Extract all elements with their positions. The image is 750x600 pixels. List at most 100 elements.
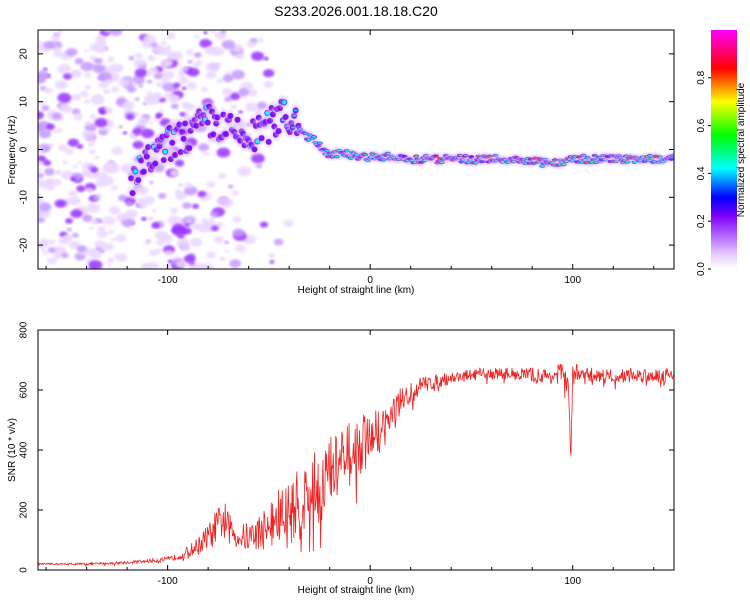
noise-blob [38, 74, 46, 84]
noise-blob [90, 167, 99, 173]
ridge-peak-red [479, 160, 486, 163]
noise-blob [185, 49, 194, 56]
noise-blob [169, 169, 180, 177]
noise-blob [107, 56, 115, 62]
noise-blob [95, 171, 108, 181]
noise-blob [147, 216, 154, 221]
noise-blob [85, 120, 91, 126]
noise-blob [92, 64, 105, 74]
noise-blob [131, 81, 138, 86]
noise-blob [186, 67, 200, 77]
noise-blob [177, 233, 185, 239]
noise-blob [65, 48, 78, 57]
noise-blob [216, 221, 224, 227]
noise-blob [166, 240, 171, 244]
colorbar-tick-label: 0.4 [696, 166, 707, 180]
noise-blob [186, 82, 197, 90]
noise-blob [222, 74, 234, 83]
noise-blob [176, 238, 190, 248]
ridge-core [204, 119, 211, 126]
noise-blob [86, 203, 100, 213]
ridge-core [145, 144, 152, 151]
noise-blob [235, 244, 246, 253]
noise-blob [156, 81, 165, 88]
noise-blob [173, 82, 181, 88]
noise-blob [103, 243, 115, 251]
ridge-peak [311, 135, 317, 138]
ridge-peak [670, 154, 674, 157]
noise-blob [216, 147, 231, 158]
noise-blob [62, 73, 72, 80]
noise-blob [231, 190, 239, 196]
noise-blob [133, 58, 147, 69]
noise-blob [167, 259, 173, 264]
noise-blob [144, 95, 153, 102]
noise-blob [149, 180, 154, 184]
y-tick-label: 0 [19, 567, 30, 573]
noise-blob [115, 234, 127, 243]
noise-blob [121, 217, 135, 228]
noise-blob [177, 182, 184, 187]
noise-blob [159, 46, 172, 56]
y-tick-label: -10 [19, 190, 30, 205]
noise-blob [66, 227, 72, 232]
noise-blob [38, 101, 45, 106]
noise-blob [202, 151, 210, 156]
noise-blob [191, 223, 201, 230]
noise-blob [193, 52, 202, 58]
noise-blob [183, 66, 189, 72]
noise-blob [51, 34, 60, 41]
ridge-core [227, 112, 234, 119]
noise-blob [221, 88, 233, 96]
noise-blob [186, 218, 192, 223]
ridge-peak-green [363, 153, 367, 156]
ridge-core [282, 113, 289, 120]
noise-blob [38, 123, 47, 133]
noise-blob [211, 47, 225, 56]
noise-blob [216, 78, 223, 84]
noise-blob [70, 177, 76, 182]
noise-blob [70, 209, 83, 219]
noise-blob [102, 216, 116, 226]
ridge-core [193, 122, 200, 129]
noise-blob [76, 144, 84, 149]
noise-blob [161, 58, 173, 67]
ridge-core [176, 121, 183, 128]
ridge-peak-green [386, 152, 390, 155]
noise-blob [146, 91, 153, 97]
noise-blob [155, 112, 163, 118]
y-tick-label: 800 [19, 321, 30, 338]
noise-blob [89, 43, 100, 52]
ridge-core [275, 128, 282, 135]
noise-blob [229, 259, 242, 268]
noise-blob [105, 128, 111, 132]
noise-blob [183, 102, 195, 111]
ridge-core [169, 139, 176, 146]
noise-blob [231, 69, 245, 80]
ridge-core [177, 148, 184, 155]
ridge-core [258, 135, 265, 142]
noise-blob [134, 68, 148, 78]
noise-blob [70, 70, 82, 79]
noise-blob [192, 203, 200, 209]
noise-blob [82, 214, 93, 222]
noise-blob [257, 38, 264, 43]
noise-blob [203, 31, 208, 35]
noise-blob [107, 257, 115, 263]
ridge-peak [381, 158, 386, 161]
ridge-peak [290, 126, 296, 129]
noise-blob [244, 102, 258, 112]
noise-blob [159, 108, 165, 113]
x-tick-label: 100 [564, 576, 581, 587]
noise-blob [51, 178, 62, 186]
noise-blob [110, 86, 119, 93]
ridge-core [138, 157, 145, 164]
x-tick-label: 100 [564, 275, 581, 286]
noise-blob [92, 195, 100, 201]
noise-blob [161, 78, 169, 84]
noise-blob [141, 216, 147, 221]
noise-blob [47, 247, 56, 253]
noise-blob [109, 206, 121, 215]
ridge-core [234, 116, 241, 123]
